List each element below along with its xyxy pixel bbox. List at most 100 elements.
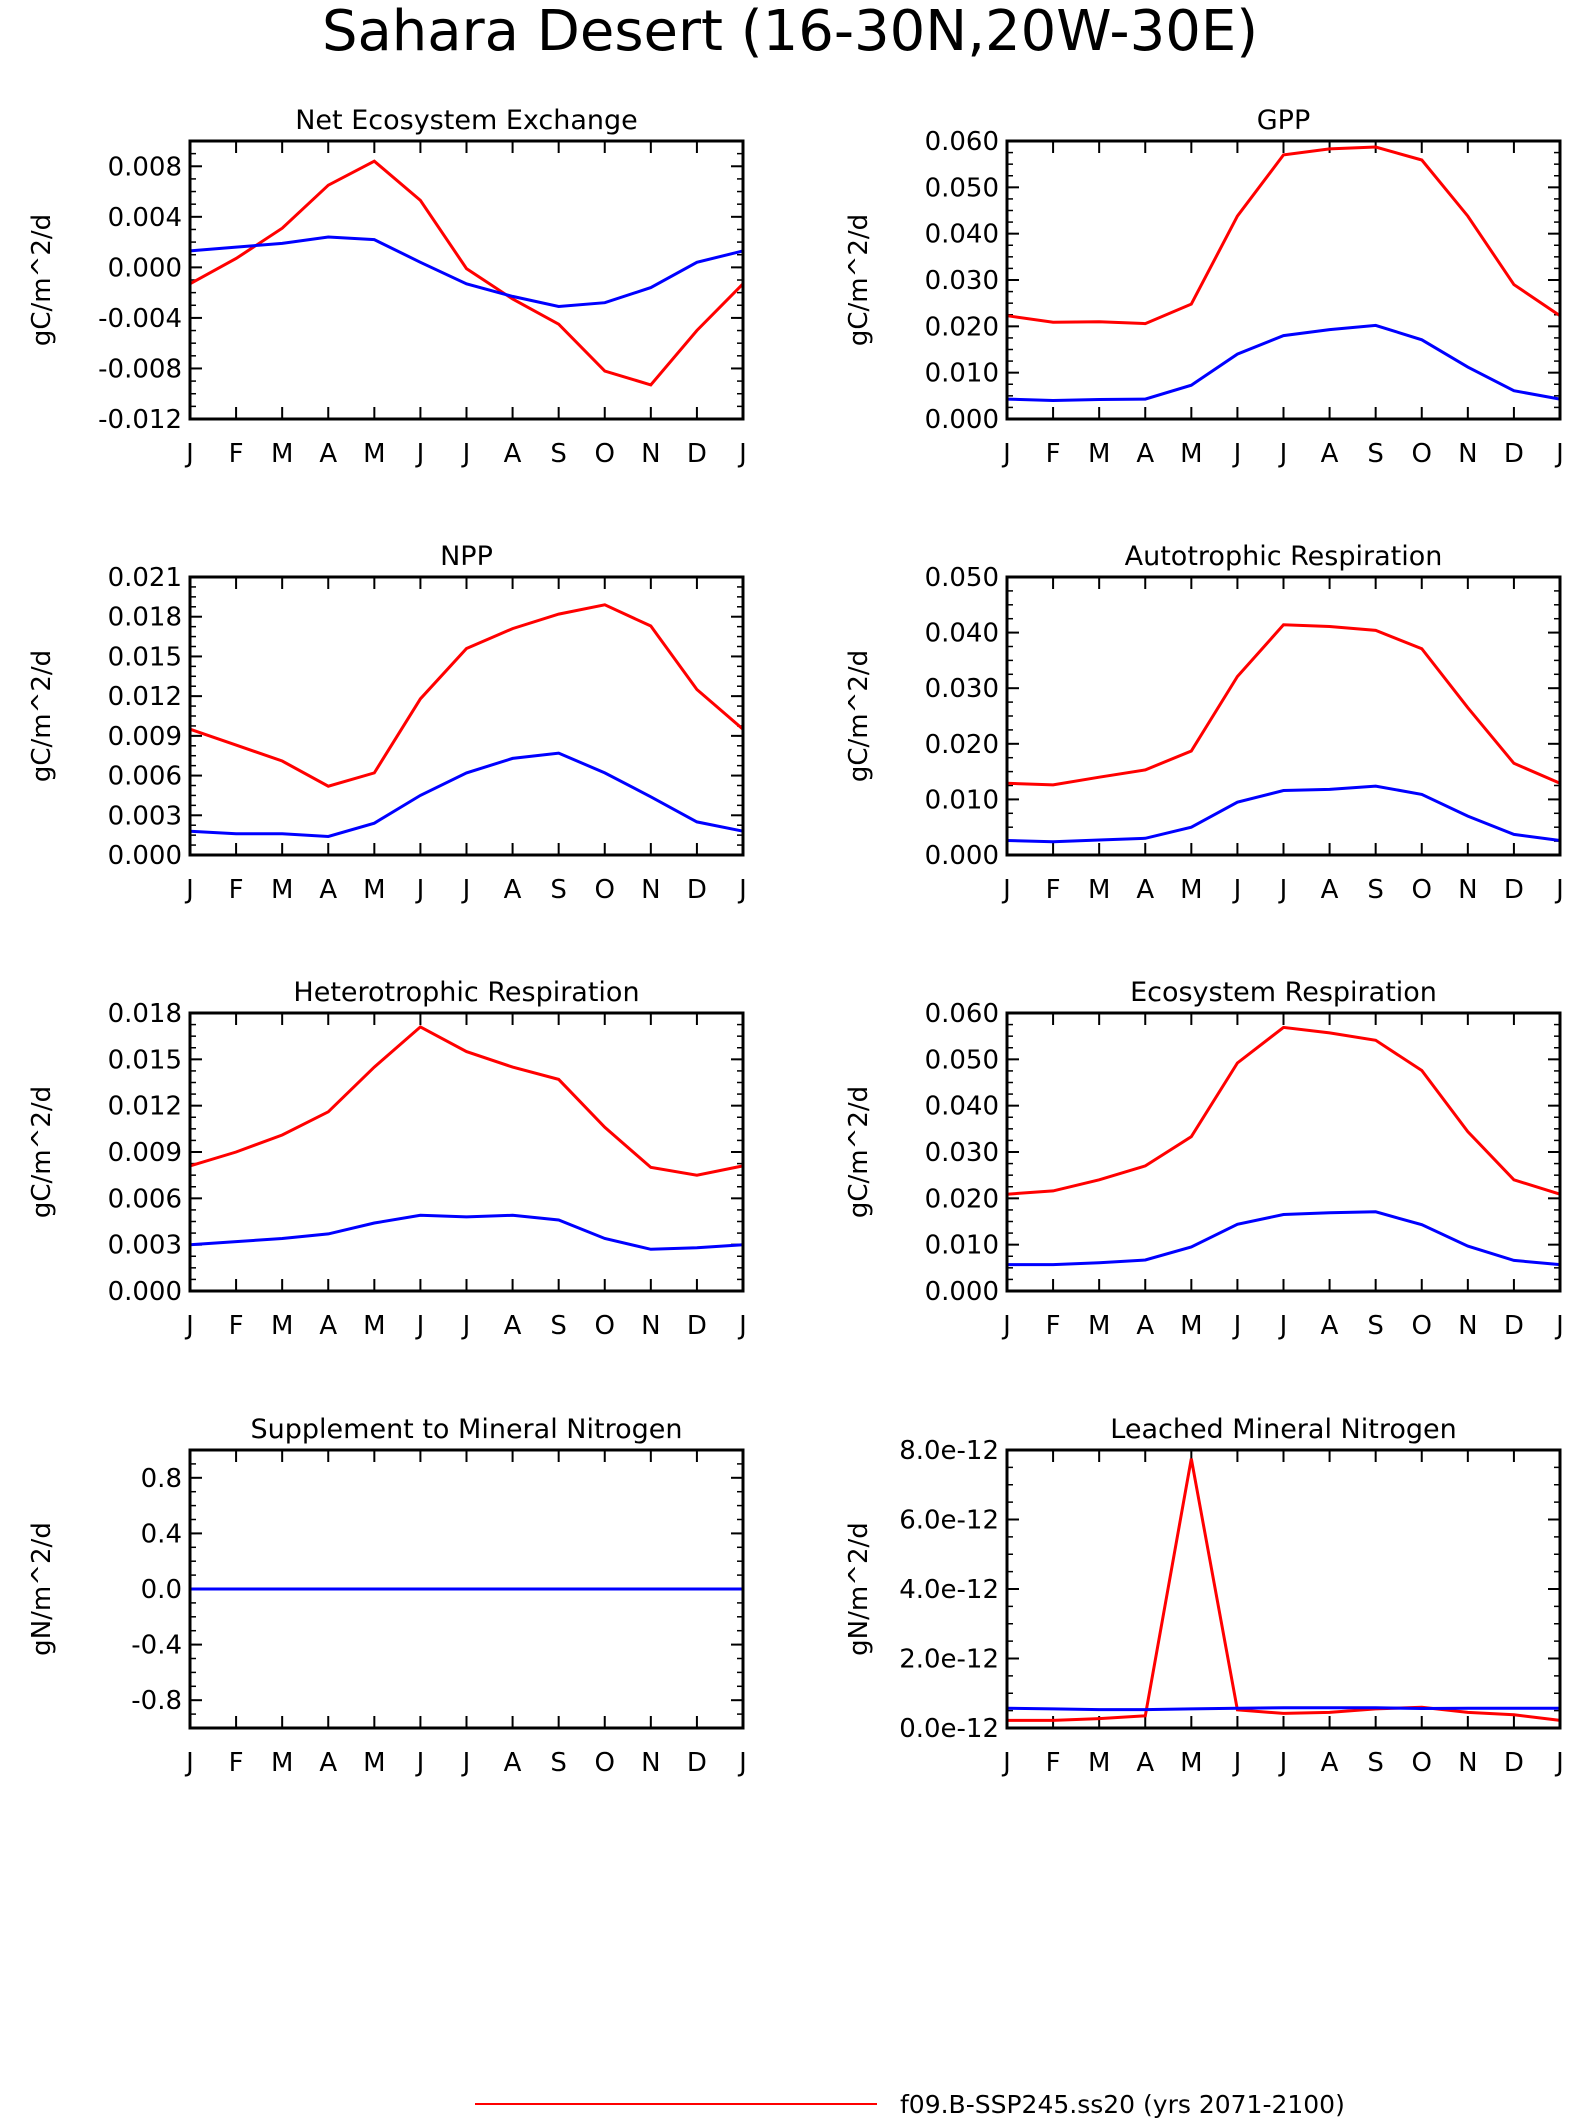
x-tick-label: J [1001,875,1011,905]
y-tick-label: 0.0e-12 [899,1714,999,1744]
x-tick-label: J [1232,875,1242,905]
y-tick-label: 0.010 [925,785,999,815]
chart-panel-ecosystem-respiration: Ecosystem Respiration gC/m^2/d 0.000 0.010 0… [844,977,1564,1341]
y-tick-label: 0.040 [925,619,999,649]
x-tick-label: S [1367,875,1384,905]
x-tick-label: N [641,1311,660,1341]
x-tick-label: J [415,1311,425,1341]
y-tick-label: -0.4 [131,1631,182,1661]
panel-title: Ecosystem Respiration [1130,977,1437,1008]
x-tick-label: J [1278,1311,1288,1341]
legend-label: f09.B-SSP245.ss20 (yrs 2071-2100) [900,2090,1345,2119]
y-tick-label: -0.8 [131,1686,182,1716]
y-tick-label: 0.009 [108,1138,182,1168]
series-line-blue [189,1213,744,1251]
y-tick-label: 0.030 [925,674,999,704]
x-tick-label: S [550,875,567,905]
x-tick-label: F [1046,439,1061,469]
chart-panels: Net Ecosystem Exchange gC/m^2/d -0.012 -0.0… [27,105,1564,1778]
y-tick-label: 0.060 [925,999,999,1029]
x-tick-label: A [319,1311,337,1341]
chart-panel-heterotrophic-respiration: Heterotrophic Respiration gC/m^2/d 0.000 0.… [27,977,747,1341]
y-tick-label: 0.000 [108,841,182,871]
y-tick-label: 0.000 [108,253,182,283]
x-tick-label: A [504,875,522,905]
series-line-red [1006,145,1561,326]
y-axis-label: gC/m^2/d [844,1086,874,1218]
x-tick-label: J [415,439,425,469]
x-tick-label: J [737,875,747,905]
x-tick-label: J [415,1748,425,1778]
series-line-red [189,603,744,788]
x-tick-label: M [363,439,385,469]
y-tick-label: 4.0e-12 [899,1575,999,1605]
x-tick-label: J [1001,439,1011,469]
x-tick-label: M [1088,875,1110,905]
x-tick-label: J [1232,1748,1242,1778]
y-tick-label: 0.010 [925,1231,999,1261]
x-tick-label: J [461,1748,471,1778]
x-tick-label: N [1458,1748,1477,1778]
chart-panel-npp: NPP gC/m^2/d 0.000 0.003 0.006 0.009 0.012 0.01… [27,541,747,905]
x-tick-label: J [184,875,194,905]
y-tick-label: 0.015 [108,1045,182,1075]
x-tick-label: J [1232,1311,1242,1341]
x-tick-label: J [415,875,425,905]
x-tick-label: J [461,1311,471,1341]
x-tick-label: S [550,1311,567,1341]
x-tick-label: A [319,875,337,905]
x-tick-label: J [1278,439,1288,469]
x-tick-label: M [1088,1311,1110,1341]
y-tick-label: 0.030 [925,266,999,296]
x-tick-label: N [641,439,660,469]
x-tick-label: J [1232,439,1242,469]
x-tick-label: J [1278,1748,1288,1778]
x-tick-label: J [184,1748,194,1778]
y-tick-label: 0.0 [141,1575,182,1605]
chart-panel-gpp: GPP gC/m^2/d 0.000 0.010 0.020 0.030 0.040 0.05… [844,105,1564,469]
y-tick-label: 0.8 [141,1464,182,1494]
chart-panel-autotrophic-respiration: Autotrophic Respiration gC/m^2/d 0.000 0.01… [844,541,1564,905]
x-tick-label: J [184,1311,194,1341]
x-tick-label: M [1180,1311,1202,1341]
y-tick-label: 0.020 [925,1184,999,1214]
plot-frame [1005,575,1562,857]
series-line-blue [1006,784,1561,844]
x-tick-label: S [1367,439,1384,469]
y-tick-label: 0.004 [108,203,182,233]
x-tick-label: N [641,1748,660,1778]
x-tick-label: F [1046,1311,1061,1341]
panel-title: Leached Mineral Nitrogen [1110,1414,1456,1445]
plot-frame [188,1011,745,1293]
x-tick-label: D [687,1748,707,1778]
x-tick-label: F [1046,875,1061,905]
y-tick-label: 0.060 [925,127,999,157]
legend: f09.B-SSP245.ss20 (yrs 2071-2100) [475,2090,1345,2119]
x-tick-label: M [271,1311,293,1341]
y-tick-label: 8.0e-12 [899,1436,999,1466]
panel-title: Supplement to Mineral Nitrogen [251,1414,683,1445]
plot-frame [188,139,745,421]
x-tick-label: F [1046,1748,1061,1778]
y-tick-label: 0.040 [925,220,999,250]
y-tick-label: 0.4 [141,1519,182,1549]
x-tick-label: O [1412,439,1432,469]
x-tick-label: A [1321,439,1339,469]
x-tick-label: M [1180,875,1202,905]
plot-frame [188,575,745,857]
y-tick-label: 0.021 [108,563,182,593]
x-tick-label: O [595,1311,615,1341]
chart-panel-leached-mineral-nitrogen: Leached Mineral Nitrogen gN/m^2/d 0.0e-12 2… [844,1414,1564,1778]
plot-frame [1005,139,1562,421]
y-tick-label: 0.006 [108,762,182,792]
y-tick-label: 0.000 [925,405,999,435]
y-tick-label: 0.000 [925,1277,999,1307]
chart-panel-supplement-to-mineral-nitrogen: Supplement to Mineral Nitrogen gN/m^2/d -0… [27,1414,747,1778]
x-tick-label: J [737,1748,747,1778]
panel-title: Autotrophic Respiration [1125,541,1443,572]
series-line-blue [1006,323,1561,403]
x-tick-label: J [1554,1311,1564,1341]
x-tick-label: J [1554,875,1564,905]
x-tick-label: N [1458,1311,1477,1341]
x-tick-label: N [1458,439,1477,469]
